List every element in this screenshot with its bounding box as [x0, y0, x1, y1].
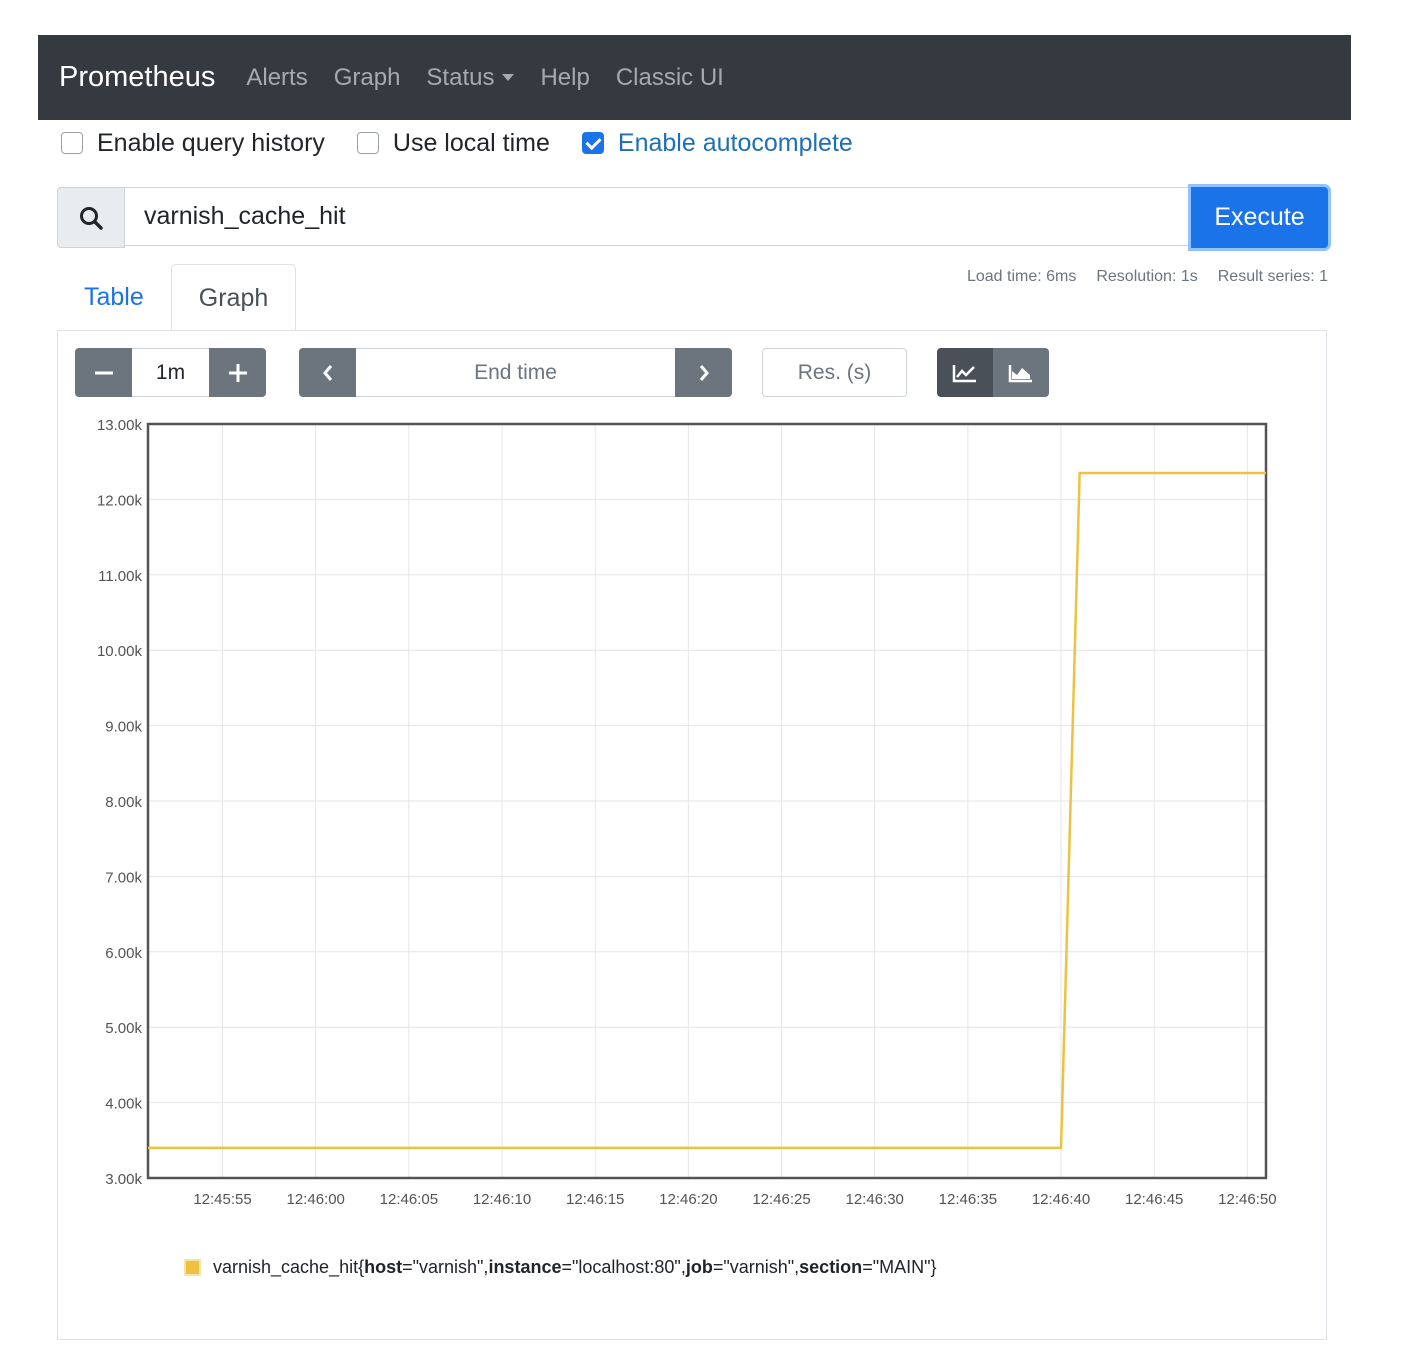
y-tick-label: 11.00k — [98, 568, 142, 585]
series-color-swatch — [184, 1259, 201, 1276]
search-icon — [57, 187, 125, 248]
legend-label-key: host — [364, 1257, 403, 1277]
query-history-label: Enable query history — [97, 128, 325, 157]
end-time-input[interactable]: End time — [356, 348, 675, 397]
y-tick-label: 3.00k — [105, 1171, 142, 1188]
load-time: Load time: 6ms — [966, 268, 1077, 285]
stacked-chart-button[interactable] — [993, 348, 1049, 397]
query-history-checkbox[interactable] — [61, 132, 83, 154]
local-time-label: Use local time — [392, 128, 550, 157]
top-navbar: Prometheus Alerts Graph Status Help Clas… — [38, 35, 1351, 120]
tab-graph[interactable]: Graph — [170, 264, 297, 332]
tab-table[interactable]: Table — [84, 282, 144, 311]
time-series-chart: 3.00k 4.00k 5.00k 6.00k 7.00k 8.00k 9.00k 10.00… — [97, 417, 1277, 1208]
legend-metric: varnish_cache_hit{ — [213, 1257, 365, 1277]
autocomplete-label: Enable autocomplete — [617, 128, 853, 157]
execute-button[interactable]: Execute — [1191, 187, 1328, 248]
prev-time-button[interactable] — [299, 348, 356, 397]
option-query-history[interactable]: Enable query history — [61, 129, 325, 158]
x-tick-label: 12:46:10 — [473, 1191, 531, 1208]
x-tick-label: 12:46:05 — [380, 1191, 438, 1208]
range-input[interactable]: 1m — [132, 348, 209, 397]
y-tick-label: 13.00k — [97, 417, 143, 434]
y-tick-label: 6.00k — [105, 945, 142, 962]
result-series: Result series: 1 — [1217, 268, 1328, 285]
expression-input[interactable]: varnish_cache_hit — [125, 187, 1191, 246]
line-chart-icon — [952, 364, 976, 382]
option-autocomplete[interactable]: Enable autocomplete — [581, 128, 853, 158]
nav-help[interactable]: Help — [540, 63, 590, 91]
area-chart-icon — [1008, 364, 1032, 382]
query-bar: varnish_cache_hit Execute — [57, 187, 1328, 248]
increase-range-button[interactable] — [209, 348, 266, 397]
resolution: Resolution: 1s — [1096, 268, 1198, 285]
graph-panel — [57, 330, 1327, 1340]
y-tick-label: 8.00k — [105, 794, 142, 811]
legend-label-key: instance — [488, 1257, 562, 1277]
minus-icon — [94, 371, 113, 374]
x-tick-label: 12:46:50 — [1218, 1191, 1276, 1208]
series-line — [148, 471, 1266, 1150]
legend-label-value: ="localhost:80", — [561, 1257, 686, 1277]
legend-label-value: ="varnish", — [712, 1257, 800, 1277]
y-tick-label: 9.00k — [105, 719, 142, 736]
caret-down-icon — [502, 74, 515, 81]
next-time-button[interactable] — [675, 348, 732, 397]
line-chart-button[interactable] — [937, 348, 993, 397]
legend-label-value: ="MAIN"} — [862, 1257, 937, 1277]
x-tick-label: 12:45:55 — [193, 1191, 251, 1208]
nav-graph[interactable]: Graph — [333, 63, 401, 91]
x-tick-label: 12:46:15 — [566, 1191, 624, 1208]
plus-icon — [228, 363, 247, 382]
autocomplete-checkbox[interactable] — [581, 132, 604, 154]
y-tick-label: 12.00k — [97, 492, 143, 509]
legend-label-key: job — [685, 1257, 713, 1277]
y-tick-label: 10.00k — [97, 643, 143, 660]
result-tabs: Table Graph — [57, 264, 297, 332]
x-tick-label: 12:46:30 — [846, 1191, 904, 1208]
x-tick-label: 12:46:35 — [939, 1191, 997, 1208]
y-tick-label: 7.00k — [105, 869, 142, 886]
chevron-left-icon — [322, 364, 332, 381]
legend-label-value: ="varnish", — [402, 1257, 489, 1277]
nav-alerts[interactable]: Alerts — [246, 63, 308, 91]
resolution-input[interactable]: Res. (s) — [762, 348, 907, 397]
legend-label-key: section — [799, 1257, 863, 1277]
x-tick-label: 12:46:40 — [1032, 1191, 1090, 1208]
nav-status[interactable]: Status — [426, 63, 515, 92]
nav-status-label: Status — [426, 63, 495, 91]
option-local-time[interactable]: Use local time — [356, 128, 550, 158]
range-controls: 1m End time — [75, 348, 732, 397]
chevron-right-icon — [699, 364, 709, 381]
chart-mode-toggle — [937, 348, 1049, 397]
x-tick-label: 12:46:20 — [659, 1191, 717, 1208]
x-tick-label: 12:46:00 — [287, 1191, 345, 1208]
local-time-checkbox[interactable] — [356, 132, 379, 154]
chart-legend[interactable]: varnish_cache_hit{ host ="varnish", insta… — [184, 1257, 937, 1278]
y-tick-label: 5.00k — [105, 1020, 142, 1037]
query-options: Enable query history Use local time Enab… — [61, 126, 885, 160]
decrease-range-button[interactable] — [75, 348, 132, 397]
plot-border — [146, 422, 1268, 1180]
nav-classic-ui[interactable]: Classic UI — [615, 63, 724, 91]
x-tick-label: 12:46:25 — [752, 1191, 810, 1208]
spacer — [266, 348, 299, 397]
y-tick-label: 4.00k — [105, 1096, 142, 1113]
x-tick-label: 12:46:45 — [1125, 1191, 1183, 1208]
query-stats: Load time: 6ms Resolution: 1s Result ser… — [967, 268, 1328, 286]
brand-logo[interactable]: Prometheus — [59, 61, 216, 93]
